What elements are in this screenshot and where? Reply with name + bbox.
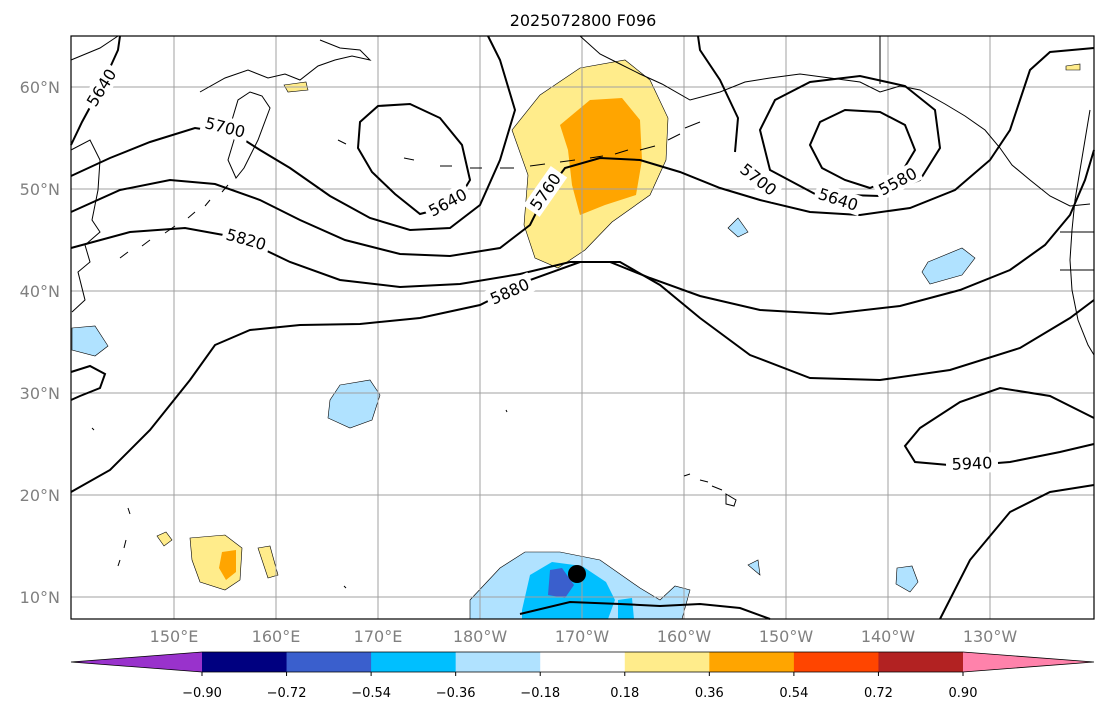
colorbar-bin (878, 652, 964, 672)
contour-5700-west (70, 35, 517, 232)
anomaly-yellow-small-4 (156, 531, 173, 547)
contour-5580 (808, 108, 917, 190)
map-panel: 5640 5700 5640 5760 5700 5640 (70, 35, 1095, 620)
lon-label-180w: 180°W (453, 627, 508, 646)
contour-5940-se (939, 484, 1095, 620)
colorbar-bin (455, 652, 541, 672)
contour-5700-east (697, 35, 740, 153)
colorbar-tick-label: −0.90 (182, 686, 222, 701)
alaska-coastline (579, 35, 1091, 207)
lat-label-20n: 20°N (20, 486, 60, 505)
colorbar-bin (371, 652, 457, 672)
asia-coastline (70, 35, 372, 313)
colorbar-tick-label: 0.18 (610, 686, 639, 701)
coastlines (70, 35, 1095, 589)
lat-label-30n: 30°N (20, 384, 60, 403)
colorbar-extend-max (963, 652, 1094, 672)
lon-label-160w: 160°W (657, 627, 712, 646)
colorbar-bin (793, 652, 879, 672)
graticule (71, 36, 1094, 619)
negative-anomaly-lightblue-6 (747, 559, 761, 576)
negative-anomaly-royalblue (548, 568, 574, 598)
map-frame (70, 35, 1095, 620)
colorbar-extend-min (71, 652, 202, 672)
lat-label-40n: 40°N (20, 282, 60, 301)
colorbar-bin (624, 652, 710, 672)
lon-label-150e: 150°E (150, 627, 199, 646)
colorbar-tick-label: −0.72 (267, 686, 307, 701)
contour-5880-nw (70, 364, 107, 401)
anomaly-orange-small-1 (219, 550, 236, 580)
contour-5880-south (519, 600, 771, 620)
lon-label-130w: 130°W (963, 627, 1018, 646)
lon-label-150w: 150°W (759, 627, 814, 646)
pacific-islets (91, 409, 508, 589)
contour-5940 (903, 386, 1095, 468)
lon-label-160e: 160°E (252, 627, 301, 646)
anomaly-yellow-small-5 (1065, 63, 1081, 71)
colorbar-tick-label: 0.72 (864, 686, 893, 701)
colorbar-tick-label: −0.54 (351, 686, 391, 701)
latitude-labels: 60°N 50°N 40°N 30°N 20°N 10°N (20, 78, 60, 607)
kamchatka-coastline (227, 91, 271, 179)
aleutian-islands (337, 121, 701, 169)
colorbar-tick-label: 0.90 (949, 686, 978, 701)
map-title: 2025072800 F096 (510, 11, 657, 30)
negative-anomaly-lightblue-3 (921, 247, 976, 285)
colorbar: −0.90 −0.72 −0.54 −0.36 −0.18 0.18 0.36 0.54 0.7… (70, 651, 1095, 701)
colorbar-tick-label: −0.18 (520, 686, 560, 701)
lat-label-50n: 50°N (20, 180, 60, 199)
lon-label-140w: 140°W (861, 627, 916, 646)
colorbar-bin (286, 652, 372, 672)
contour-5880 (70, 261, 1095, 493)
north-america-coast (1069, 109, 1095, 356)
negative-anomaly-lightblue-1 (71, 325, 109, 357)
colorbar-bin (202, 652, 288, 672)
anomaly-yellow-small-2 (257, 545, 279, 579)
negative-anomaly-lightblue-5 (895, 565, 919, 593)
canada-boundary (879, 36, 1094, 271)
contour-label-5940: 5940 (951, 453, 992, 473)
lat-label-10n: 10°N (20, 588, 60, 607)
station-marker-dot (568, 565, 586, 583)
colorbar-tick-label: −0.36 (436, 686, 476, 701)
lat-label-60n: 60°N (20, 78, 60, 97)
colorbar-bin (709, 652, 795, 672)
hawaii-islands (683, 473, 737, 507)
colorbar-tick-label: 0.54 (779, 686, 808, 701)
longitude-labels: 150°E 160°E 170°E 180°W 170°W 160°W 150°… (150, 627, 1018, 646)
lon-label-170e: 170°E (354, 627, 403, 646)
negative-anomaly-lightblue-4 (727, 217, 749, 238)
contour-5640-low (356, 102, 472, 216)
colorbar-bin (540, 652, 626, 672)
negative-anomaly-deepskyblue-2 (618, 598, 634, 619)
contour-5760 (70, 47, 1095, 258)
colorbar-tick-label: 0.36 (695, 686, 724, 701)
lon-label-170w: 170°W (555, 627, 610, 646)
negative-anomaly-lightblue-2 (327, 379, 381, 429)
